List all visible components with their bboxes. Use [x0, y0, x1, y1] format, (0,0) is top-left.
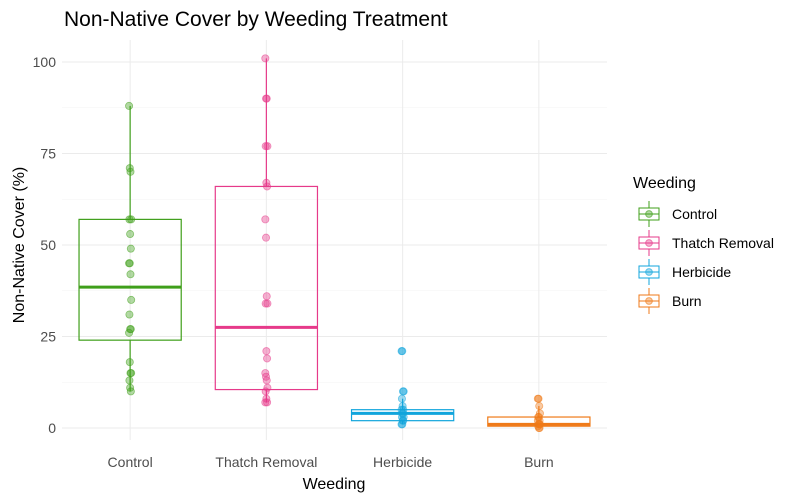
data-point — [126, 167, 135, 176]
legend: Weeding Control Thatch Removal Herbicide Bu… — [633, 175, 774, 314]
data-point — [125, 310, 134, 319]
data-point — [397, 394, 406, 403]
chart-title: Non-Native Cover by Weeding Treatment — [64, 8, 448, 31]
data-point — [125, 259, 134, 268]
y-tick-label: 50 — [40, 237, 56, 253]
y-axis-title: Non-Native Cover (%) — [11, 167, 28, 323]
box-plots — [78, 58, 591, 428]
legend-label: Herbicide — [672, 264, 731, 280]
x-axis-title: Weeding — [303, 476, 366, 493]
data-point — [125, 101, 134, 110]
data-point — [126, 325, 135, 334]
y-axis-ticks: 0 25 50 75 100 — [33, 54, 57, 436]
data-point — [261, 398, 270, 407]
data-point — [263, 354, 272, 363]
box-iqr — [78, 218, 182, 341]
data-point — [125, 376, 134, 385]
data-point — [398, 420, 407, 429]
data-point — [398, 347, 407, 356]
data-point — [263, 383, 272, 392]
x-tick-label: Thatch Removal — [215, 454, 317, 470]
legend-label: Burn — [672, 293, 702, 309]
data-point — [126, 387, 135, 396]
data-point — [261, 215, 270, 224]
data-point — [534, 394, 543, 403]
legend-label: Thatch Removal — [672, 235, 774, 251]
data-point — [263, 182, 272, 191]
legend-key-point — [645, 297, 653, 305]
data-point — [261, 299, 270, 308]
y-tick-label: 75 — [40, 146, 56, 162]
y-tick-label: 100 — [33, 54, 57, 70]
data-point — [262, 233, 271, 242]
data-point — [125, 328, 134, 337]
data-point — [125, 215, 134, 224]
data-point — [261, 387, 270, 396]
data-point — [262, 376, 271, 385]
y-tick-label: 0 — [48, 420, 56, 436]
box-control — [78, 105, 182, 392]
legend-title: Weeding — [633, 175, 696, 192]
legend-key-point — [645, 239, 653, 247]
legend-label: Control — [672, 206, 717, 222]
legend-item-control: Control — [638, 201, 717, 227]
data-point — [399, 387, 408, 396]
legend-key-point — [645, 268, 653, 276]
data-point — [262, 347, 271, 356]
legend-item-herbicide: Herbicide — [638, 259, 731, 285]
x-axis-ticks: Control Thatch Removal Herbicide Burn — [108, 454, 554, 470]
y-tick-label: 25 — [40, 329, 56, 345]
data-point — [126, 244, 135, 253]
x-tick-label: Herbicide — [373, 454, 432, 470]
data-point — [261, 54, 270, 63]
data-point — [126, 230, 135, 239]
data-point — [126, 270, 135, 279]
legend-item-thatch-removal: Thatch Removal — [638, 230, 774, 256]
x-tick-label: Burn — [524, 454, 554, 470]
plot-grid — [62, 40, 607, 440]
data-point — [127, 295, 136, 304]
data-point — [535, 423, 544, 432]
data-point — [262, 292, 271, 301]
legend-key-point — [645, 210, 653, 218]
legend-item-burn: Burn — [638, 288, 702, 314]
data-point — [261, 142, 270, 151]
data-point — [127, 369, 136, 378]
data-point — [262, 94, 271, 103]
x-tick-label: Control — [108, 454, 153, 470]
data-points — [125, 54, 544, 432]
data-point — [125, 358, 134, 367]
data-point — [535, 402, 544, 411]
